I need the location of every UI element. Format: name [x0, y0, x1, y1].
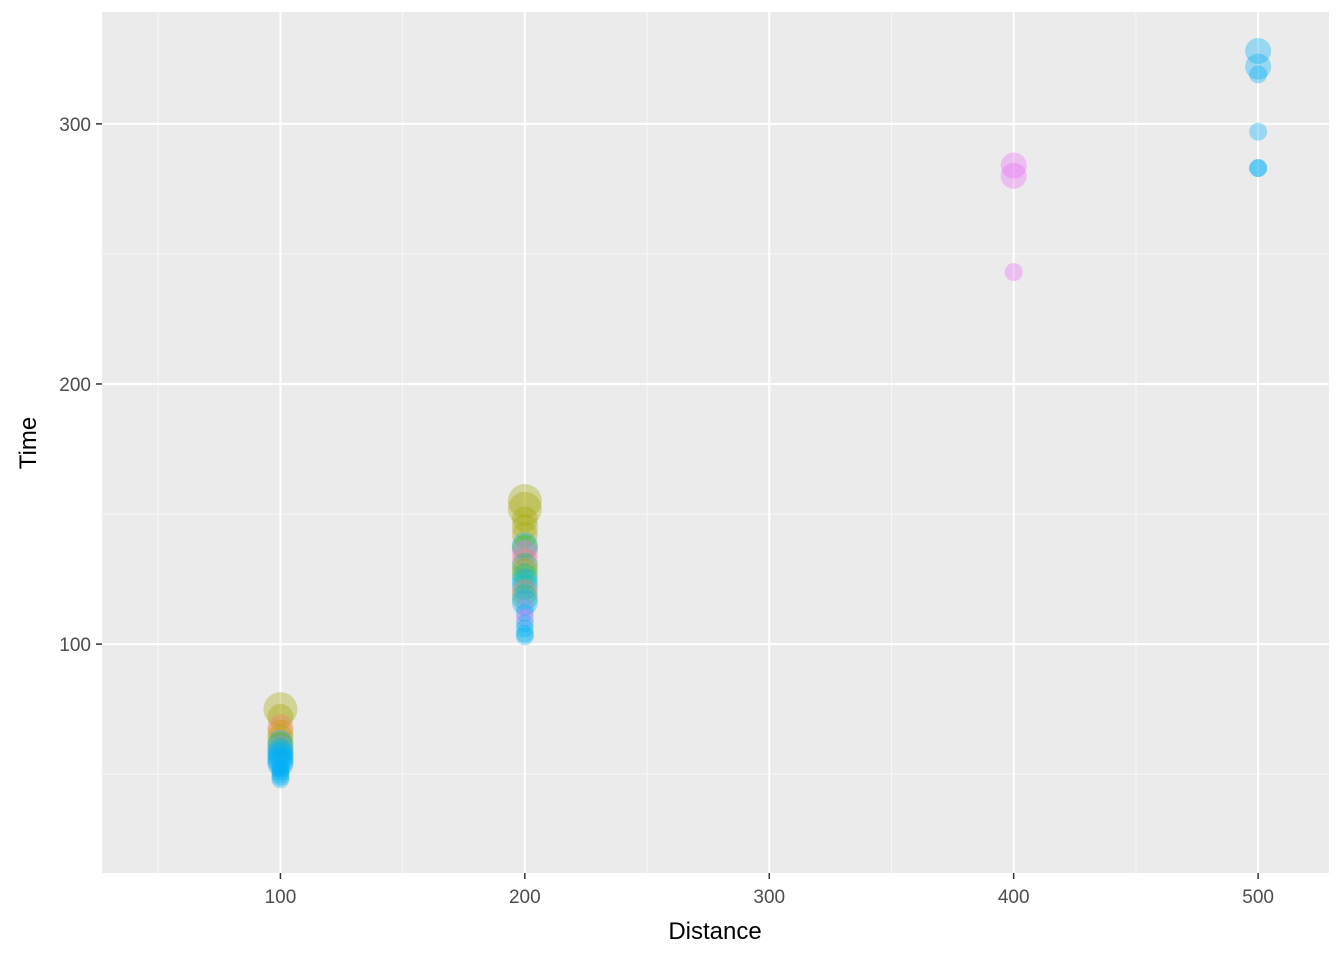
data-point — [507, 491, 542, 526]
data-point — [1000, 152, 1027, 179]
data-point — [511, 584, 538, 611]
data-point — [267, 737, 294, 764]
data-point — [267, 750, 294, 777]
data-point — [511, 521, 538, 548]
data-point — [267, 735, 294, 762]
data-point — [515, 619, 534, 638]
data-point — [515, 614, 534, 633]
data-point — [1245, 38, 1272, 65]
x-tick-label: 200 — [509, 887, 541, 908]
x-tick-label: 500 — [1242, 887, 1274, 908]
data-point — [515, 598, 534, 617]
data-point — [1249, 159, 1268, 178]
data-point — [267, 703, 294, 730]
data-point — [267, 748, 294, 775]
data-point — [1249, 159, 1268, 178]
data-point — [511, 540, 538, 567]
data-point — [271, 759, 290, 778]
data-point — [515, 627, 534, 646]
data-point — [267, 719, 294, 746]
grid-lines — [102, 12, 1329, 873]
y-tick-label: 100 — [59, 635, 91, 656]
data-point — [511, 558, 538, 585]
data-point — [267, 742, 294, 769]
data-point — [267, 714, 294, 741]
data-point — [271, 757, 290, 776]
data-point — [1249, 122, 1268, 141]
data-point — [507, 484, 542, 519]
data-point — [271, 767, 290, 786]
y-axis-title: Time — [15, 417, 42, 469]
x-tick-label: 400 — [998, 887, 1030, 908]
data-point — [1004, 263, 1023, 282]
x-tick-label: 100 — [265, 887, 297, 908]
data-point — [271, 770, 290, 789]
data-point — [267, 724, 294, 751]
data-point — [511, 514, 538, 541]
data-point — [515, 603, 534, 622]
data-point — [511, 506, 538, 533]
data-point — [511, 547, 538, 574]
x-tick-label: 300 — [753, 887, 785, 908]
data-point — [511, 534, 538, 561]
data-point — [511, 573, 538, 600]
plot-panel — [102, 12, 1329, 873]
x-axis-title: Distance — [668, 918, 761, 945]
data-point — [1245, 53, 1272, 80]
data-point — [271, 762, 290, 781]
data-point — [1000, 162, 1027, 189]
data-point — [511, 579, 538, 606]
data-point — [515, 624, 534, 643]
y-tick-label: 200 — [59, 375, 91, 396]
data-point — [511, 563, 538, 590]
data-point — [511, 589, 538, 616]
data-point — [1249, 65, 1268, 84]
data-point — [267, 732, 294, 759]
data-point — [511, 553, 538, 580]
panel-background — [102, 12, 1329, 873]
axes: 100 200 300 400 500 100 200 300 — [59, 115, 1274, 908]
data-point — [511, 568, 538, 595]
data-points — [263, 38, 1272, 789]
data-point — [263, 692, 298, 727]
data-point — [267, 745, 294, 772]
data-point — [267, 729, 294, 756]
data-point — [267, 740, 294, 767]
data-point — [511, 532, 538, 559]
y-tick-label: 300 — [59, 115, 91, 136]
data-point — [271, 765, 290, 784]
data-point — [515, 609, 534, 628]
